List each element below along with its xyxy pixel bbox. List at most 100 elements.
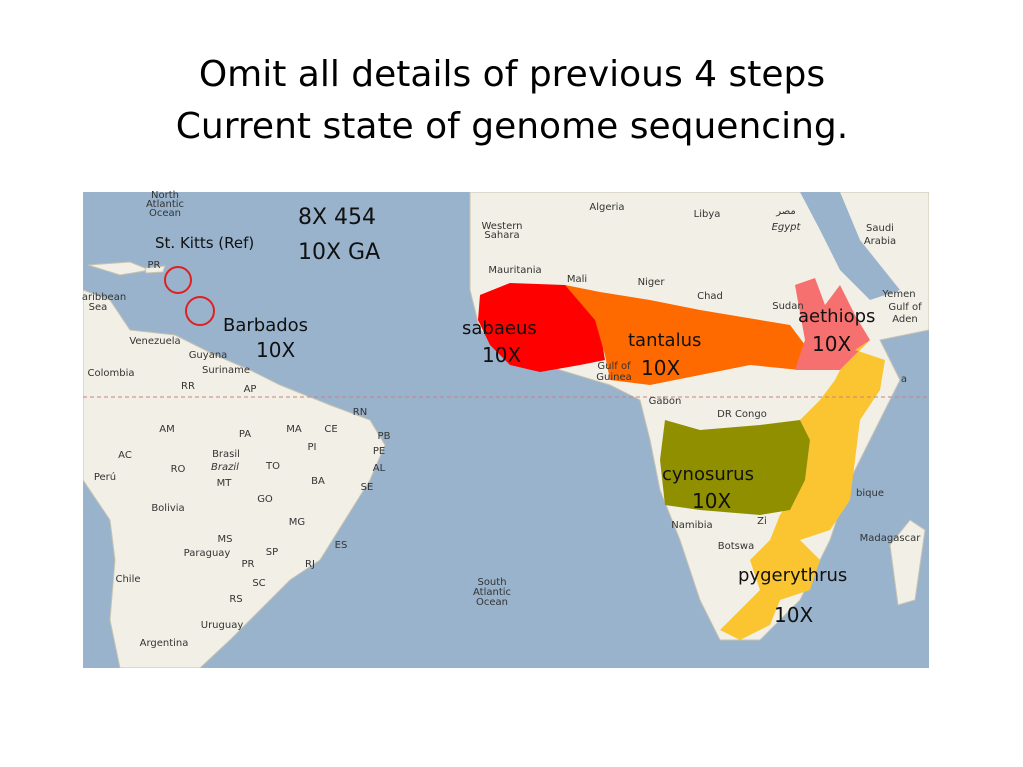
map-label: Egypt: [772, 222, 802, 233]
title-line: Current state of genome sequencing.: [176, 106, 848, 147]
annotation: cynosurus: [662, 464, 754, 485]
map-label: RO: [171, 464, 186, 475]
map-label: Chile: [115, 574, 140, 585]
annotation: St. Kitts (Ref): [155, 234, 254, 252]
map-label: ES: [335, 540, 348, 551]
map-label: SC: [252, 578, 265, 589]
map-label: GO: [257, 494, 273, 505]
map-label: MS: [218, 534, 233, 545]
map-label: Bolivia: [151, 503, 184, 514]
map-label: RR: [181, 381, 195, 392]
map-label: Suriname: [202, 365, 250, 376]
map-label: Paraguay: [184, 548, 231, 559]
map-label: Gulf of: [597, 361, 631, 372]
annotation: 10X: [641, 356, 680, 380]
map-label: CE: [324, 424, 337, 435]
map-label: TO: [265, 461, 280, 472]
map-label: Saudi: [866, 223, 894, 234]
map-label: Gulf of: [888, 302, 922, 313]
map-label: MT: [217, 478, 233, 489]
map-label: Colombia: [88, 368, 135, 379]
annotation: 10X: [256, 338, 295, 362]
map-label: Ocean: [149, 208, 181, 219]
annotation: aethiops: [798, 306, 875, 327]
map: NorthAtlanticOceanPRaribbeanSeaVenezuela…: [82, 190, 929, 668]
map-label: Libya: [694, 209, 721, 220]
region-sabaeus: [478, 283, 605, 372]
annotation: 10X: [692, 489, 731, 513]
map-label: Ocean: [476, 597, 508, 608]
map-label: Mali: [567, 274, 587, 285]
map-label: Brasil: [212, 449, 240, 460]
annotation: 10X: [774, 603, 813, 627]
barbados-marker: [185, 296, 215, 326]
map-label: SE: [361, 482, 374, 493]
annotation: sabaeus: [462, 318, 537, 339]
map-label: Aden: [892, 314, 918, 325]
map-label: Sea: [89, 302, 108, 313]
map-label: Namibia: [671, 520, 712, 531]
south-america: [83, 289, 386, 668]
map-label: Yemen: [881, 289, 915, 300]
map-label: PR: [242, 559, 255, 570]
region-cynosurus: [660, 420, 810, 515]
map-label: DR Congo: [717, 409, 767, 420]
map-label: aribbean: [82, 292, 126, 303]
map-label: Sahara: [484, 230, 519, 241]
map-label: PA: [239, 429, 251, 440]
map-label: Uruguay: [201, 620, 244, 631]
map-label: Algeria: [589, 202, 624, 213]
map-label: Botswa: [718, 541, 754, 552]
map-label: RN: [353, 407, 367, 418]
map-label: PR: [148, 260, 161, 271]
annotation: 10X: [812, 332, 851, 356]
map-label: Madagascar: [860, 533, 922, 544]
annotation: Barbados: [223, 315, 308, 336]
map-label: Argentina: [140, 638, 189, 649]
map-label: RS: [229, 594, 242, 605]
map-label: Atlantic: [146, 199, 184, 210]
map-label: a: [901, 374, 907, 385]
map-label: Venezuela: [129, 336, 180, 347]
map-label: bique: [856, 488, 884, 499]
red-sea: [800, 192, 900, 300]
map-label: Brazil: [211, 462, 239, 473]
map-label: Gabon: [649, 396, 682, 407]
map-label: Atlantic: [473, 587, 511, 598]
annotation: 8X 454: [298, 205, 376, 230]
map-label: Niger: [638, 277, 666, 288]
annotation: pygerythrus: [738, 565, 847, 586]
annotation: tantalus: [628, 330, 701, 351]
island: [144, 265, 166, 274]
map-label: Perú: [94, 471, 116, 483]
region-aethiops: [795, 278, 870, 370]
map-label: RJ: [305, 559, 315, 570]
title-line: Omit all details of previous 4 steps: [199, 54, 825, 95]
map-label: Guinea: [596, 372, 631, 383]
land: [83, 192, 929, 668]
map-label: SP: [266, 547, 278, 558]
st-kitts-marker: [164, 266, 192, 294]
map-label: AL: [373, 463, 386, 474]
map-label: Mauritania: [488, 265, 541, 276]
region-pygerythrus: [720, 340, 885, 640]
map-label: PI: [308, 442, 317, 453]
map-label: Sudan: [772, 301, 804, 312]
map-label: MG: [289, 517, 305, 528]
map-label: Zi: [757, 516, 767, 527]
map-label: South: [477, 577, 506, 588]
map-label: AP: [244, 384, 257, 395]
map-label: AC: [118, 450, 132, 461]
map-label: PB: [378, 431, 391, 442]
madagascar: [889, 519, 926, 606]
map-label: Western: [481, 221, 522, 232]
map-label: Chad: [697, 291, 723, 302]
map-labels: NorthAtlanticOceanPRaribbeanSeaVenezuela…: [82, 190, 922, 649]
map-label: Arabia: [864, 236, 896, 247]
annotation: 10X: [482, 343, 521, 367]
annotation: 10X GA: [298, 240, 380, 265]
map-label: North: [151, 190, 179, 201]
map-label: مصر: [775, 206, 796, 217]
